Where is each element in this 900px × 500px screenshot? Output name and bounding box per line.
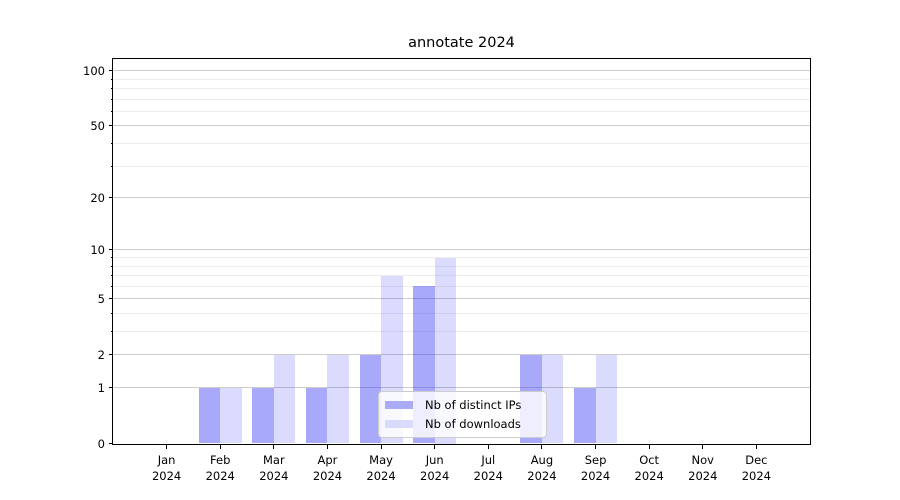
y-tick [108, 70, 112, 72]
y-tick-minor [110, 312, 113, 314]
y-tick-label: 20 [90, 190, 105, 205]
x-tick [326, 444, 328, 449]
y-tick-minor [110, 110, 113, 112]
y-tick-minor [110, 165, 113, 167]
gridline-minor [113, 143, 810, 145]
y-tick-minor [110, 143, 113, 145]
y-tick-label: 50 [90, 118, 105, 133]
y-tick-minor [110, 265, 113, 267]
axis-spine-bottom [112, 443, 811, 445]
y-tick-minor [110, 275, 113, 277]
x-tick-label: Nov 2024 [688, 453, 718, 484]
gridline-major [113, 197, 810, 199]
gridline-minor [113, 257, 810, 258]
y-tick-minor [110, 285, 113, 287]
x-tick-label: Dec 2024 [741, 453, 772, 484]
x-tick [219, 444, 221, 449]
gridline-major [113, 298, 810, 300]
x-tick-label: Feb 2024 [205, 453, 235, 484]
legend-label-distinct-ips: Nb of distinct IPs [425, 398, 522, 412]
gridline-major [113, 125, 810, 127]
gridline-minor [113, 78, 810, 80]
x-tick [541, 444, 543, 449]
x-tick [380, 444, 382, 449]
y-tick-label: 2 [97, 347, 105, 362]
x-tick-label: Mar 2024 [259, 453, 289, 484]
gridline-minor [113, 98, 810, 100]
y-tick [108, 125, 112, 127]
y-tick-label: 5 [97, 291, 105, 306]
y-tick-label: 10 [90, 242, 105, 257]
legend-entry-distinct-ips: Nb of distinct IPs [385, 397, 546, 413]
x-tick-label: Jan 2024 [151, 453, 182, 484]
plot-area [113, 59, 810, 444]
gridline-minor [113, 88, 810, 90]
gridline-minor [113, 165, 810, 167]
y-tick [108, 443, 112, 444]
gridline-minor [113, 285, 810, 287]
bar-distinct-ips [574, 387, 596, 444]
bar-downloads [595, 354, 617, 444]
gridline-major [113, 249, 810, 251]
x-tick [487, 444, 489, 449]
x-tick-label: Aug 2024 [527, 453, 557, 484]
chart-title: annotate 2024 [408, 35, 515, 51]
y-tick-label: 100 [83, 63, 105, 78]
gridline-major [113, 70, 810, 72]
y-tick [108, 354, 112, 356]
y-tick [108, 197, 112, 199]
y-tick-minor [110, 88, 113, 90]
y-tick-minor [110, 98, 113, 100]
bar-distinct-ips [359, 354, 382, 444]
legend-swatch-downloads-icon [385, 420, 413, 428]
y-tick-label: 1 [97, 380, 105, 395]
axis-spine-right [810, 58, 811, 444]
legend-entry-downloads: Nb of downloads [385, 416, 546, 432]
y-tick [108, 298, 112, 300]
legend-label-downloads: Nb of downloads [425, 417, 521, 431]
gridline-minor [113, 265, 810, 267]
x-tick [273, 444, 275, 449]
y-tick [108, 387, 112, 388]
bar-downloads [273, 354, 296, 444]
y-tick-minor [110, 78, 113, 80]
axis-spine-left [112, 58, 113, 444]
gridline-major [113, 387, 810, 388]
x-tick-label: Oct 2024 [634, 453, 664, 484]
y-tick [108, 249, 112, 251]
y-tick-minor [110, 257, 113, 258]
x-tick-label: Apr 2024 [312, 453, 343, 484]
x-tick [648, 444, 650, 449]
bar-distinct-ips [306, 387, 328, 444]
bar-downloads [220, 387, 242, 444]
x-tick-label: Jun 2024 [420, 453, 450, 484]
bar-downloads [327, 354, 349, 444]
legend: Nb of distinct IPs Nb of downloads [378, 391, 547, 438]
x-tick [434, 444, 436, 449]
bar-distinct-ips [252, 387, 274, 444]
bar-downloads [541, 354, 564, 444]
y-tick-label: 0 [97, 436, 105, 451]
x-tick [166, 444, 168, 449]
x-tick [755, 444, 757, 449]
gridline-minor [113, 275, 810, 277]
legend-swatch-distinct-ips-icon [385, 401, 413, 409]
gridline-major [113, 354, 810, 356]
axis-spine-top [112, 58, 811, 59]
bar-distinct-ips [198, 387, 221, 444]
x-tick-label: May 2024 [366, 453, 396, 484]
x-tick [595, 444, 597, 449]
gridline-minor [113, 312, 810, 314]
y-tick-minor [110, 331, 113, 333]
x-tick-label: Sep 2024 [580, 453, 611, 484]
x-tick [702, 444, 704, 449]
gridline-minor [113, 110, 810, 112]
gridline-minor [113, 331, 810, 333]
x-tick-label: Jul 2024 [473, 453, 503, 484]
